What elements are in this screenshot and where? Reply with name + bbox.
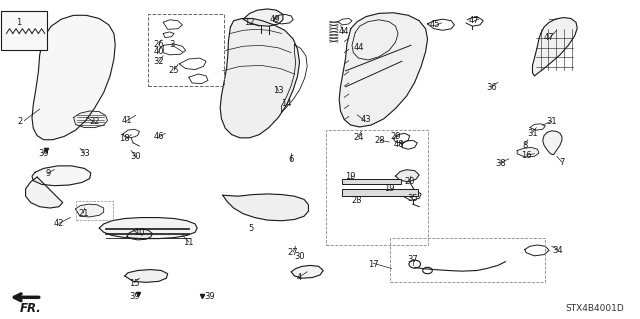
- Text: 38: 38: [495, 159, 506, 168]
- Polygon shape: [223, 194, 308, 221]
- Text: 28: 28: [375, 137, 385, 145]
- Polygon shape: [339, 13, 428, 127]
- Text: 20: 20: [404, 177, 415, 186]
- Text: 17: 17: [368, 260, 378, 269]
- Bar: [390, 238, 545, 282]
- Text: 41: 41: [122, 116, 132, 125]
- Text: 8: 8: [522, 141, 527, 150]
- Bar: [1, 11, 47, 50]
- Text: 30: 30: [131, 152, 141, 161]
- Text: 22: 22: [90, 117, 100, 126]
- Polygon shape: [26, 177, 63, 208]
- Text: 49: 49: [270, 15, 280, 24]
- Text: 24: 24: [353, 133, 364, 142]
- Text: 44: 44: [353, 43, 364, 52]
- Text: 27: 27: [288, 248, 298, 257]
- Text: 36: 36: [486, 83, 497, 92]
- Text: 33: 33: [79, 149, 90, 158]
- Text: 34: 34: [553, 246, 563, 255]
- Text: 6: 6: [289, 155, 294, 164]
- Polygon shape: [532, 18, 577, 76]
- Text: 10: 10: [134, 228, 145, 237]
- Polygon shape: [517, 147, 539, 157]
- Text: 31: 31: [527, 129, 538, 138]
- Text: 5: 5: [248, 224, 253, 233]
- Polygon shape: [74, 111, 108, 128]
- Text: 26: 26: [154, 40, 164, 48]
- Bar: [342, 179, 401, 184]
- Polygon shape: [396, 170, 419, 182]
- Text: 32: 32: [154, 57, 164, 66]
- Text: 14: 14: [282, 99, 292, 108]
- Polygon shape: [32, 15, 115, 140]
- Polygon shape: [99, 218, 197, 239]
- Text: 16: 16: [522, 151, 532, 160]
- Text: 48: 48: [394, 140, 404, 149]
- Polygon shape: [32, 166, 91, 186]
- Polygon shape: [291, 265, 323, 278]
- Bar: [342, 189, 418, 196]
- Text: 35: 35: [407, 194, 417, 203]
- Text: 19: 19: [384, 184, 394, 193]
- Text: STX4B4001D: STX4B4001D: [565, 304, 624, 313]
- Text: 39: 39: [205, 292, 215, 300]
- Polygon shape: [243, 9, 283, 26]
- Polygon shape: [543, 131, 562, 155]
- Text: 1: 1: [17, 18, 22, 27]
- Text: 47: 47: [468, 16, 479, 25]
- Text: 40: 40: [154, 47, 164, 56]
- Text: 11: 11: [184, 238, 194, 247]
- Text: 37: 37: [408, 256, 418, 264]
- Text: 46: 46: [154, 132, 164, 141]
- Text: 39: 39: [129, 292, 140, 300]
- Polygon shape: [125, 270, 168, 282]
- Text: 15: 15: [129, 279, 140, 288]
- Text: 47: 47: [544, 33, 554, 42]
- Text: 42: 42: [54, 219, 64, 228]
- Text: 30: 30: [294, 252, 305, 261]
- Text: 19: 19: [346, 172, 356, 181]
- Text: 7: 7: [559, 158, 564, 167]
- Text: 4: 4: [297, 273, 302, 282]
- Text: 21: 21: [78, 209, 88, 218]
- Polygon shape: [127, 229, 152, 240]
- Text: 44: 44: [339, 27, 349, 36]
- Text: 18: 18: [120, 134, 130, 143]
- Text: 25: 25: [169, 66, 179, 75]
- Text: 13: 13: [273, 86, 284, 95]
- Text: 23: 23: [352, 197, 362, 205]
- Text: 43: 43: [361, 115, 371, 124]
- Text: FR.: FR.: [20, 302, 42, 315]
- Polygon shape: [220, 19, 300, 138]
- Bar: [76, 201, 113, 220]
- Text: 31: 31: [547, 117, 557, 126]
- Text: 29: 29: [390, 132, 401, 141]
- Text: 2: 2: [18, 117, 23, 126]
- Bar: [148, 14, 224, 86]
- Polygon shape: [76, 204, 104, 217]
- Text: 3: 3: [169, 40, 174, 48]
- Text: 12: 12: [244, 18, 255, 27]
- Text: 9: 9: [45, 169, 51, 178]
- Text: 45: 45: [430, 20, 440, 29]
- Text: 39: 39: [38, 149, 49, 158]
- Bar: [326, 130, 428, 245]
